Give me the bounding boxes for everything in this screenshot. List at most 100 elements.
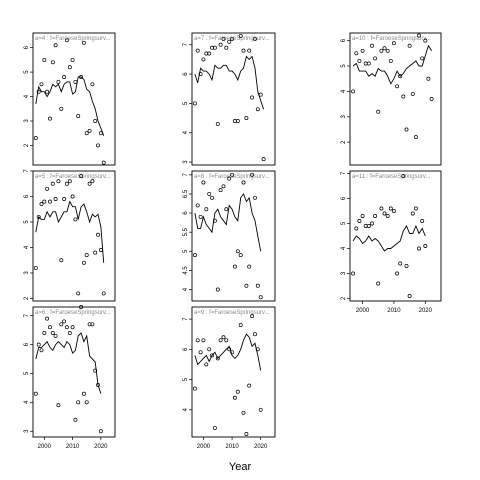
x-tick-label: 2000 bbox=[197, 444, 211, 450]
observation-point bbox=[417, 246, 421, 251]
observation-point bbox=[227, 176, 232, 181]
observation-point bbox=[93, 368, 98, 373]
y-tick-label: 7 bbox=[183, 172, 189, 176]
panel-strip-label: a=10 : f=FaroeseSpringsurv... bbox=[352, 36, 431, 42]
observation-point bbox=[235, 249, 240, 254]
observation-point bbox=[76, 400, 81, 405]
panel-strip-label: a=9 : f=FaroeseSpringsurv... bbox=[194, 310, 270, 316]
observation-point bbox=[250, 172, 255, 177]
observation-point bbox=[379, 48, 384, 53]
observation-point bbox=[429, 97, 434, 101]
observation-point bbox=[79, 75, 84, 79]
observation-point bbox=[221, 184, 226, 189]
observation-point bbox=[398, 261, 403, 266]
observation-point bbox=[48, 116, 52, 121]
observation-point bbox=[73, 417, 78, 422]
observation-point bbox=[53, 43, 58, 48]
observation-point bbox=[224, 45, 229, 50]
observation-point bbox=[241, 48, 246, 53]
observation-point bbox=[33, 265, 38, 270]
observation-point bbox=[192, 101, 197, 106]
panel-frame bbox=[32, 170, 116, 302]
observation-point bbox=[258, 92, 263, 97]
panel-1: a=4 : f=FaroeseSpringsurv... 2 3 4 5 6 bbox=[24, 32, 116, 166]
x-tick-label: 2020 bbox=[254, 444, 268, 450]
y-tick-label: 6 bbox=[183, 72, 189, 76]
observation-point bbox=[64, 181, 69, 186]
fitted-line bbox=[194, 55, 265, 110]
observation-point bbox=[221, 335, 226, 340]
observation-point bbox=[56, 179, 61, 184]
observation-point bbox=[56, 403, 61, 408]
y-tick-label: 4 bbox=[183, 407, 189, 411]
panel-frame bbox=[191, 306, 276, 438]
y-tick-label: 2 bbox=[24, 143, 30, 147]
observation-point bbox=[413, 206, 418, 211]
observation-point bbox=[401, 94, 406, 99]
observation-point bbox=[363, 61, 368, 66]
observation-point bbox=[423, 244, 428, 248]
observation-point bbox=[36, 214, 41, 219]
x-tick-label: 2010 bbox=[66, 444, 80, 450]
observation-point bbox=[33, 136, 38, 141]
observation-point bbox=[50, 181, 55, 186]
observation-point bbox=[230, 36, 235, 41]
panel-strip-label: a=8 : f=FaroeseSpringsurv... bbox=[194, 174, 270, 180]
y-tick-label: 5 bbox=[183, 249, 189, 253]
observation-point bbox=[36, 89, 41, 94]
observation-point bbox=[39, 348, 44, 353]
observation-point bbox=[247, 383, 252, 388]
y-tick-label: 6 bbox=[341, 196, 347, 200]
observation-point bbox=[70, 194, 75, 199]
observation-point bbox=[410, 91, 415, 96]
observation-point bbox=[204, 362, 209, 367]
fitted-line bbox=[35, 200, 105, 263]
observation-point bbox=[354, 51, 359, 56]
observation-point bbox=[96, 383, 100, 387]
observation-point bbox=[241, 180, 246, 185]
y-tick-label: 2 bbox=[341, 296, 347, 300]
observation-point bbox=[215, 356, 220, 361]
observation-point bbox=[370, 221, 374, 226]
y-tick-label: 5.5 bbox=[183, 227, 189, 236]
observation-point bbox=[404, 127, 409, 132]
observation-point bbox=[76, 114, 81, 119]
y-tick-label: 5 bbox=[183, 377, 189, 381]
observation-point bbox=[50, 60, 55, 65]
observation-point bbox=[413, 135, 418, 140]
panel-2: a=5 : f=FaroeseSpringsurv... 2 3 4 5 6 7 bbox=[24, 169, 116, 302]
observation-point bbox=[244, 432, 249, 436]
observation-point bbox=[379, 206, 384, 211]
observation-point bbox=[96, 232, 100, 237]
observation-point bbox=[45, 186, 50, 191]
panel-frame bbox=[32, 306, 116, 438]
observation-point bbox=[398, 74, 403, 79]
observation-point bbox=[67, 65, 72, 70]
observation-point bbox=[385, 214, 390, 218]
observation-point bbox=[404, 264, 409, 268]
y-tick-label: 4 bbox=[24, 94, 30, 98]
fitted-line bbox=[352, 44, 432, 85]
observation-point bbox=[62, 75, 67, 79]
observation-point bbox=[235, 119, 240, 123]
y-tick-label: 5 bbox=[183, 101, 189, 105]
observation-point bbox=[73, 79, 78, 84]
observation-point bbox=[192, 253, 197, 258]
observation-point bbox=[198, 214, 203, 219]
y-tick-label: 6 bbox=[341, 38, 347, 42]
observation-point bbox=[407, 294, 412, 298]
observation-point bbox=[56, 79, 61, 84]
observation-point bbox=[388, 58, 393, 63]
observation-point bbox=[101, 160, 106, 165]
observation-point bbox=[247, 264, 252, 269]
observation-point bbox=[42, 57, 47, 62]
fitted-line bbox=[35, 76, 105, 136]
panel-frame bbox=[191, 32, 276, 166]
observation-point bbox=[235, 389, 240, 394]
observation-point bbox=[73, 217, 78, 222]
y-tick-label: 3 bbox=[24, 429, 30, 433]
y-tick-label: 7 bbox=[183, 317, 189, 321]
observation-point bbox=[201, 338, 206, 343]
y-tick-label: 6.5 bbox=[183, 189, 189, 198]
